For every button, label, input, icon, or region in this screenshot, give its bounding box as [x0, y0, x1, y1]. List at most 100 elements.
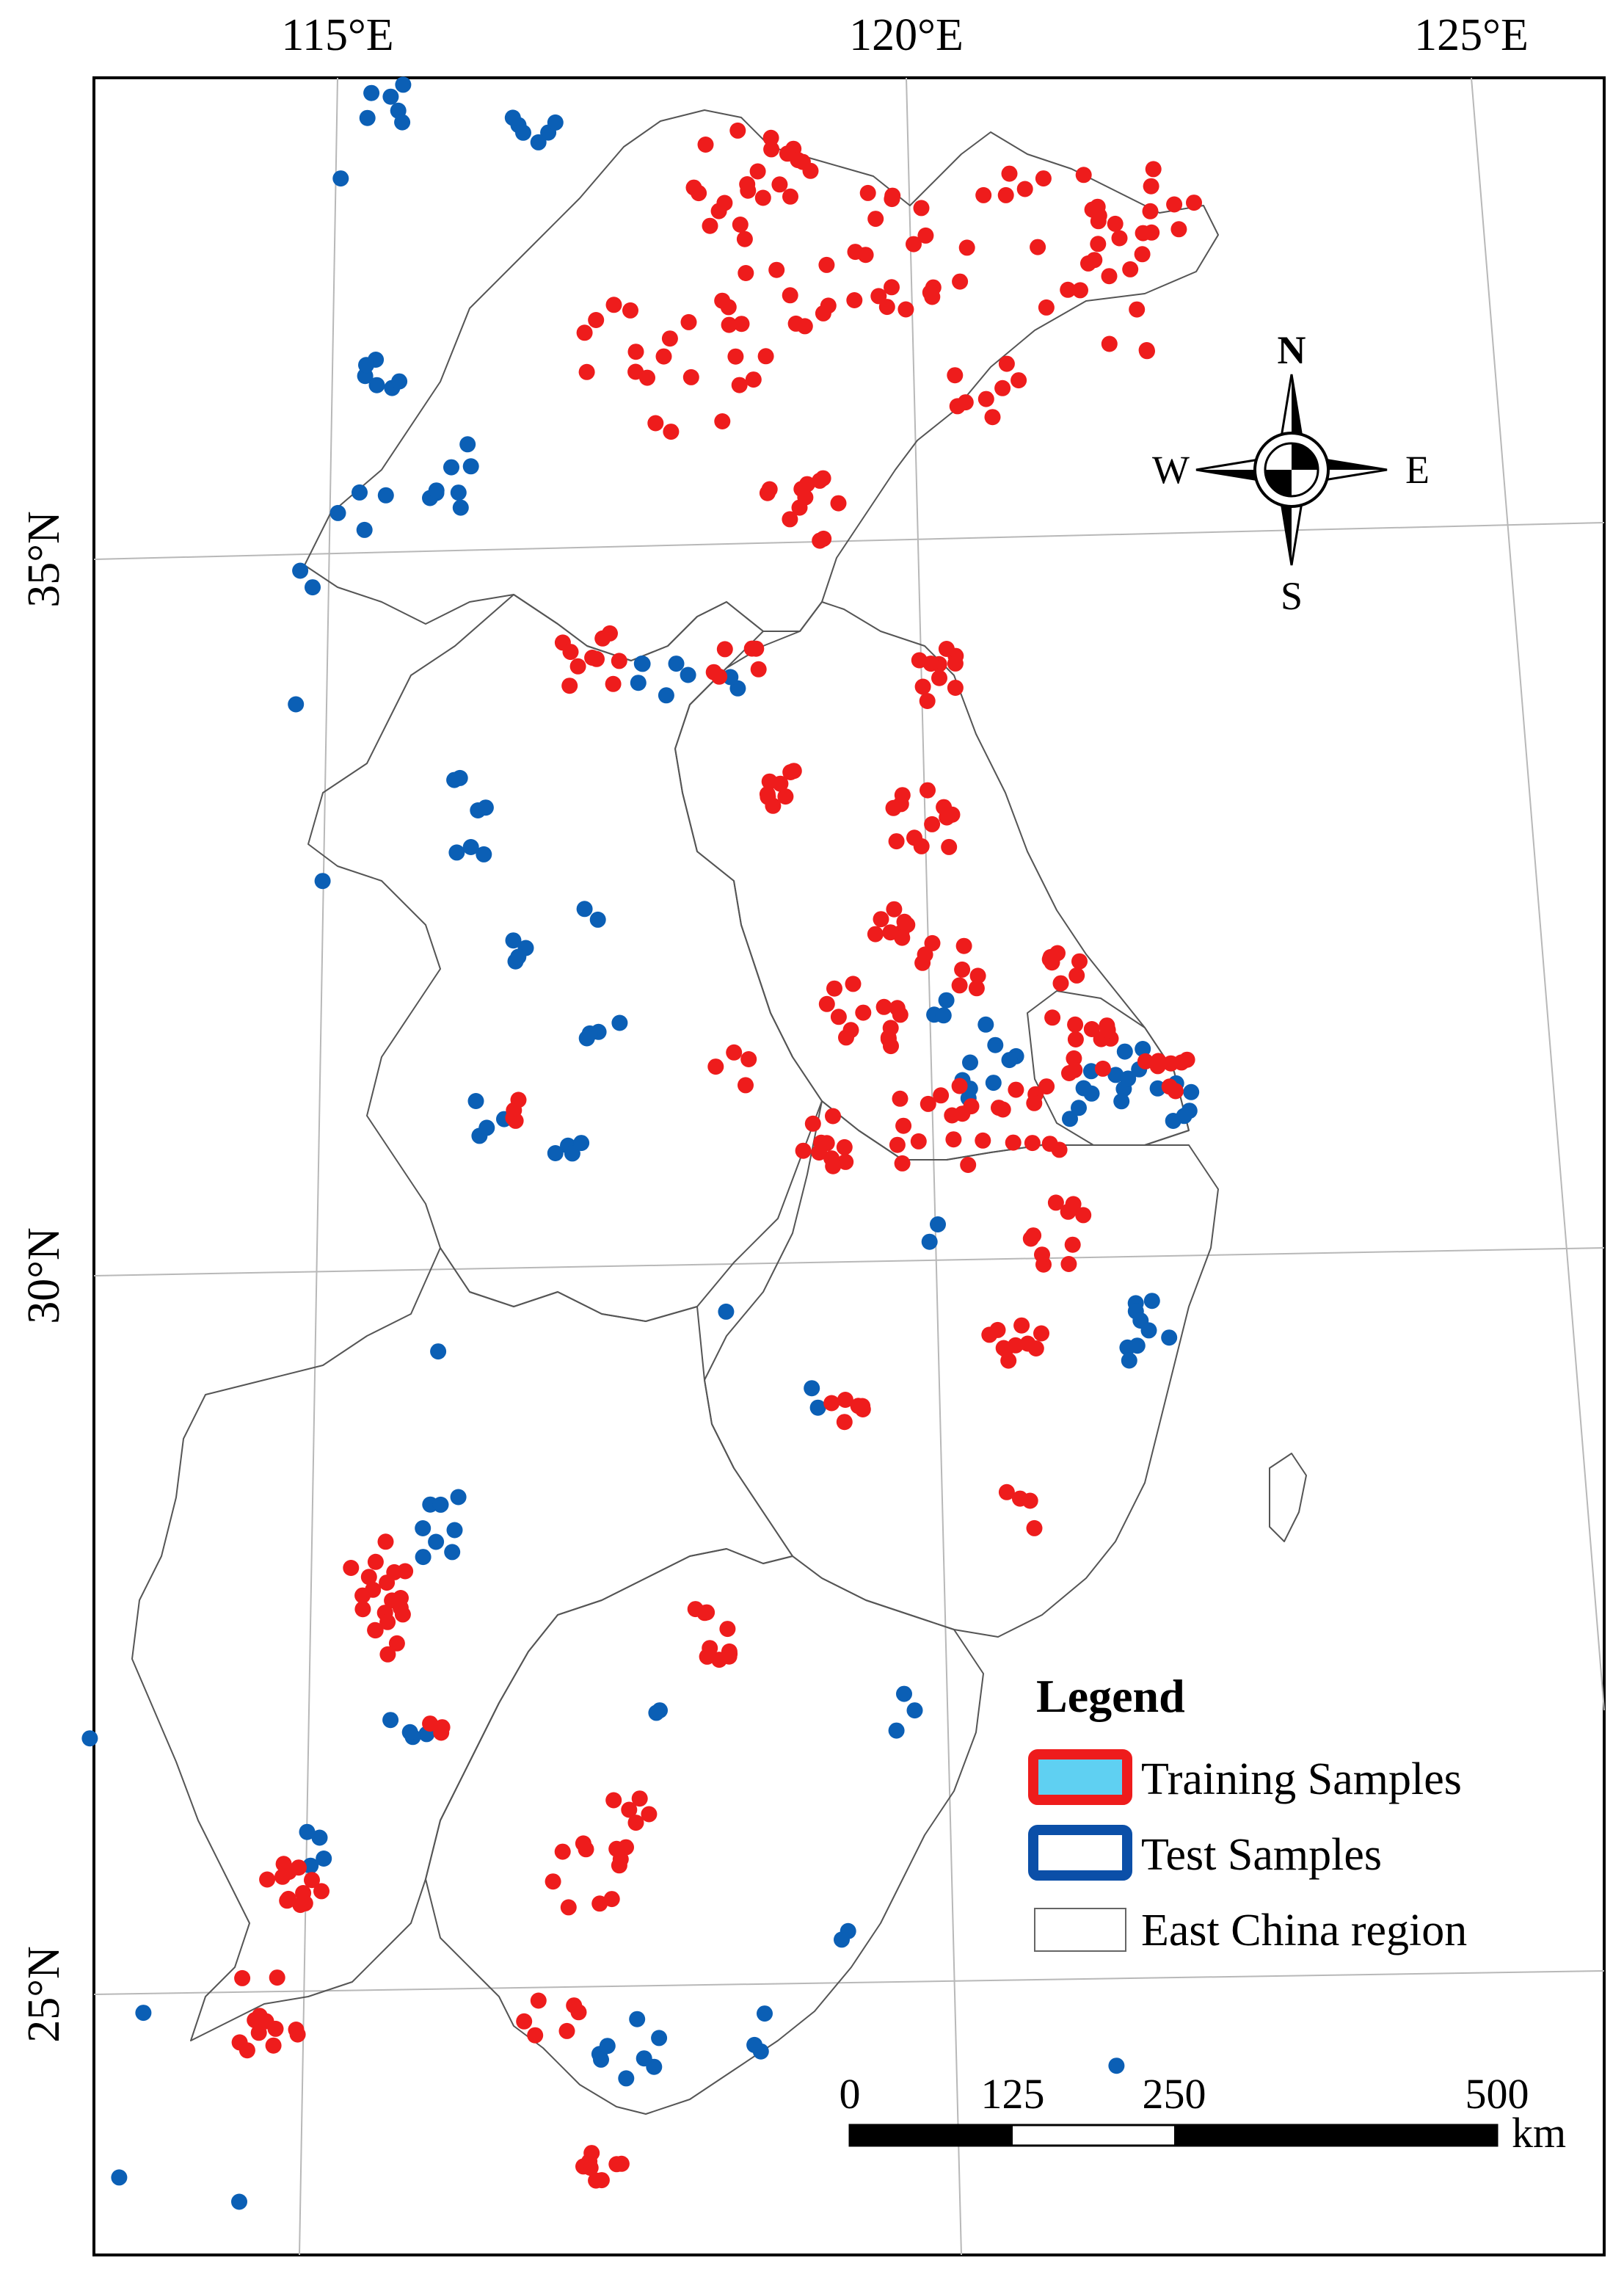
test-sample-point: [462, 839, 479, 855]
training-sample-point: [884, 279, 900, 296]
test-sample-point: [467, 1093, 484, 1109]
training-sample-point: [1134, 246, 1151, 263]
training-sample-point: [947, 367, 964, 384]
training-sample-point: [791, 499, 808, 516]
training-sample-point: [627, 1815, 644, 1831]
training-sample-point: [913, 200, 930, 217]
training-sample-point: [627, 344, 644, 360]
test-sample-point: [292, 562, 309, 579]
training-sample-point: [611, 653, 627, 669]
training-sample-point: [558, 2022, 575, 2039]
training-sample-point: [288, 2022, 305, 2038]
test-sample-point: [1107, 1067, 1124, 1083]
training-sample-point: [867, 211, 884, 228]
test-sample-point: [446, 771, 463, 788]
test-sample-point: [430, 1343, 447, 1360]
test-sample-point: [1108, 2058, 1125, 2074]
training-sample-point: [842, 1022, 859, 1039]
training-sample-point: [836, 1138, 853, 1155]
training-sample-point: [1067, 1016, 1084, 1033]
training-sample-point: [1090, 213, 1107, 230]
training-sample-point: [710, 203, 727, 219]
test-sample-point: [477, 799, 494, 816]
training-sample-point: [1139, 343, 1155, 360]
training-sample-point: [1005, 1134, 1022, 1151]
training-sample-point: [830, 495, 847, 512]
training-sample-point: [1026, 1519, 1043, 1536]
training-sample-point: [994, 1101, 1011, 1118]
test-sample-point: [504, 109, 521, 126]
training-sample-point: [1101, 335, 1118, 352]
training-sample-point: [647, 415, 664, 432]
training-sample-point: [1135, 225, 1151, 241]
test-sample-point: [299, 1823, 316, 1840]
training-sample-point: [699, 1604, 715, 1621]
training-sample-point: [1065, 1196, 1082, 1213]
training-sample-point: [527, 2027, 544, 2044]
training-sample-point: [605, 1792, 622, 1809]
training-sample-point: [507, 1112, 524, 1129]
training-sample-point: [727, 348, 744, 365]
test-sample-point: [395, 76, 412, 93]
training-sample-point: [757, 348, 774, 365]
test-sample-point: [1140, 1322, 1157, 1339]
training-sample-point: [591, 1895, 608, 1912]
training-sample-point: [269, 1969, 285, 1986]
training-sample-point: [1068, 967, 1085, 984]
training-sample-point: [641, 1806, 658, 1823]
lon-label-115: 115°E: [281, 10, 393, 60]
training-sample-point: [545, 1873, 561, 1890]
training-sample-point: [578, 363, 595, 380]
training-sample-point: [1149, 1058, 1166, 1075]
test-sample-point: [450, 484, 467, 501]
lat-label-25: 25°N: [19, 1946, 69, 2043]
test-sample-point: [305, 579, 321, 596]
training-sample-point: [1041, 1136, 1058, 1152]
training-sample-point: [1044, 1009, 1061, 1026]
test-sample-point: [1121, 1352, 1137, 1369]
training-sample-point: [702, 217, 718, 234]
training-sample-point: [812, 532, 829, 549]
test-sample-point: [1116, 1043, 1133, 1060]
test-sample-point: [1062, 1111, 1078, 1127]
test-sample-point: [505, 932, 522, 949]
test-sample-point: [629, 2011, 646, 2027]
training-sample-point: [830, 1009, 847, 1025]
training-sample-point: [894, 1155, 911, 1172]
training-sample-point: [749, 163, 766, 180]
test-sample-point: [428, 1533, 445, 1550]
test-sample-point: [938, 992, 955, 1009]
training-sample-point: [899, 916, 916, 933]
training-sample-point: [1137, 1053, 1154, 1069]
training-sample-point: [994, 379, 1011, 396]
training-sample-point: [397, 1563, 414, 1580]
training-sample-point: [714, 413, 731, 429]
training-sample-point: [952, 273, 969, 290]
test-sample-point: [111, 2169, 128, 2186]
training-sample-point: [711, 668, 728, 685]
training-sample-point: [367, 1622, 384, 1639]
training-sample-point: [1066, 1050, 1082, 1067]
test-sample-point: [401, 1724, 418, 1740]
province-jiangxi: [131, 1247, 793, 2041]
training-sample-point: [1075, 167, 1092, 184]
training-sample-point: [919, 693, 936, 709]
test-sample-point: [680, 667, 696, 683]
training-sample-point: [691, 185, 707, 202]
training-sample-point: [1016, 181, 1033, 197]
training-sample-point: [754, 189, 771, 206]
test-sample-point: [547, 114, 564, 131]
training-sample-point: [560, 1899, 577, 1916]
training-sample-point: [1145, 161, 1162, 178]
training-sample-point: [763, 141, 780, 158]
training-sample-point: [367, 1553, 384, 1570]
training-sample-point: [655, 348, 672, 365]
training-sample-point: [782, 287, 798, 304]
training-sample-point: [963, 1098, 980, 1115]
training-sample-point: [958, 239, 975, 256]
training-sample-point: [785, 763, 802, 780]
training-sample-point: [759, 785, 776, 802]
training-sample-point: [697, 137, 714, 153]
scale-unit: km: [1512, 2109, 1566, 2157]
training-sample-point: [280, 1890, 296, 1907]
